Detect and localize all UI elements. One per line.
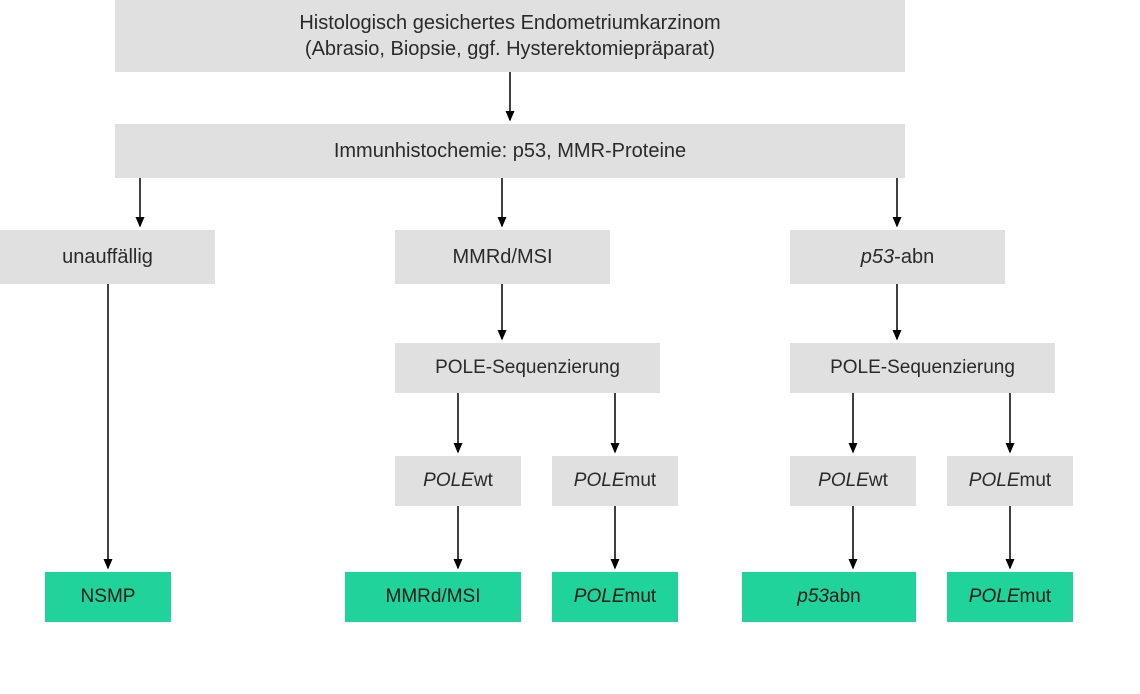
- node-branch-mmrd: MMRd/MSI: [395, 230, 610, 284]
- p53-italic: p53: [861, 246, 894, 268]
- node-polewt-mmrd: POLEwt: [395, 456, 521, 506]
- node-out-polemut-2: POLEmut: [947, 572, 1073, 622]
- node-out-polemut-1: POLEmut: [552, 572, 678, 622]
- node-ihc: Immunhistochemie: p53, MMR-Proteine: [115, 124, 905, 178]
- node-polewt-p53: POLEwt: [790, 456, 916, 506]
- node-out-nsmp: NSMP: [45, 572, 171, 622]
- node-seq-p53: POLE-Sequenzierung: [790, 343, 1055, 393]
- node-branch-unauffaellig: unauffällig: [0, 230, 215, 284]
- node-top-line1: Histologisch gesichertes Endometriumkarz…: [299, 10, 720, 36]
- p53-suffix: -abn: [894, 246, 934, 268]
- node-polemut-mmrd: POLEmut: [552, 456, 678, 506]
- node-seq-mmrd: POLE-Sequenzierung: [395, 343, 660, 393]
- node-branch-p53abn: p53-abn: [790, 230, 1005, 284]
- node-polemut-p53: POLEmut: [947, 456, 1073, 506]
- node-out-p53abn: p53abn: [742, 572, 916, 622]
- node-top: Histologisch gesichertes Endometriumkarz…: [115, 0, 905, 72]
- node-out-mmrd: MMRd/MSI: [345, 572, 521, 622]
- node-top-line2: (Abrasio, Biopsie, ggf. Hysterektomieprä…: [299, 36, 720, 62]
